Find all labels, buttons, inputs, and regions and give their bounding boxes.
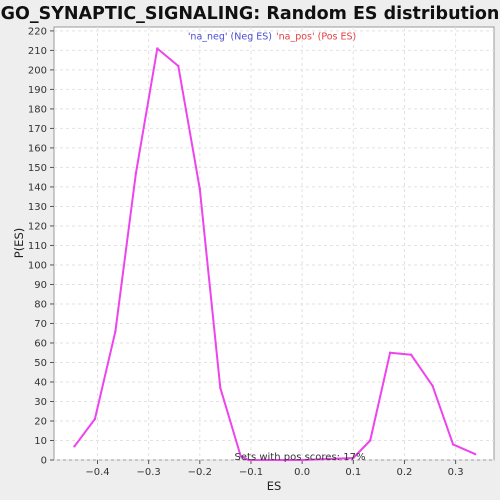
y-tick-label: 0 [41, 456, 47, 467]
y-tick-label: 200 [28, 65, 47, 76]
x-tick-label: −0.3 [137, 467, 161, 478]
y-tick-label: 50 [34, 358, 47, 369]
plot-area [53, 26, 495, 461]
data-point [156, 47, 159, 50]
x-tick-label: 0.0 [294, 467, 310, 478]
data-point [300, 458, 304, 462]
data-point [431, 384, 434, 388]
x-tick-label: −0.2 [188, 467, 212, 478]
data-point [368, 439, 372, 442]
y-tick-label: 140 [28, 182, 47, 193]
y-tick-label: 190 [28, 85, 47, 96]
grid [54, 27, 494, 461]
data-point [239, 454, 242, 458]
y-tick-label: 90 [34, 280, 47, 291]
data-point [451, 443, 455, 446]
y-tick-label: 150 [28, 163, 47, 174]
data-point [177, 64, 180, 68]
pos-score-annotation: Sets with pos scores: 17% [235, 452, 366, 463]
y-tick-label: 70 [34, 319, 47, 330]
legend: 'na_neg' (Neg ES) 'na_pos' (Pos ES) [188, 32, 356, 43]
x-tick-label: −0.1 [239, 467, 263, 478]
x-tick-label: 0.1 [345, 467, 361, 478]
data-point [388, 351, 392, 354]
y-tick-label: 160 [28, 143, 47, 154]
y-tick-label: 110 [28, 241, 47, 252]
y-tick-label: 130 [28, 202, 47, 213]
legend-item-neg: 'na_neg' (Neg ES) [188, 32, 272, 43]
data-point [219, 386, 222, 390]
y-tick-label: 60 [34, 338, 47, 349]
y-tick-label: 10 [34, 436, 47, 447]
data-point [409, 353, 413, 356]
y-tick-label: 20 [34, 416, 47, 427]
x-tick-label: 0.3 [448, 467, 464, 478]
x-axis-label: ES [267, 479, 282, 493]
y-tick-label: 80 [34, 299, 47, 310]
x-tick-label: 0.2 [397, 467, 413, 478]
y-tick-label: 30 [34, 397, 47, 408]
x-tick-label: −0.4 [85, 467, 109, 478]
series-line [73, 47, 476, 461]
y-axis-label: P(ES) [12, 228, 26, 258]
y-tick-label: 170 [28, 124, 47, 135]
chart-title: GO_SYNAPTIC_SIGNALING: Random ES distrib… [1, 4, 500, 24]
data-point [247, 458, 250, 462]
y-tick-label: 210 [28, 46, 47, 57]
data-point [473, 452, 477, 456]
axes: 0 10 20 30 40 50 60 70 80 90 100 110 120 130 140 150 160… [28, 26, 464, 478]
data-point [352, 456, 355, 460]
data-point [73, 445, 76, 448]
series-layer [73, 47, 477, 462]
y-tick-label: 180 [28, 104, 47, 115]
y-tick-label: 40 [34, 377, 47, 388]
y-tick-label: 220 [28, 26, 47, 37]
y-tick-label: 120 [28, 221, 47, 232]
y-tick-label: 100 [28, 260, 47, 271]
legend-item-pos: 'na_pos' (Pos ES) [276, 32, 356, 43]
data-point [134, 172, 138, 175]
data-point [198, 187, 202, 191]
data-point [93, 417, 97, 421]
data-point [114, 330, 117, 333]
